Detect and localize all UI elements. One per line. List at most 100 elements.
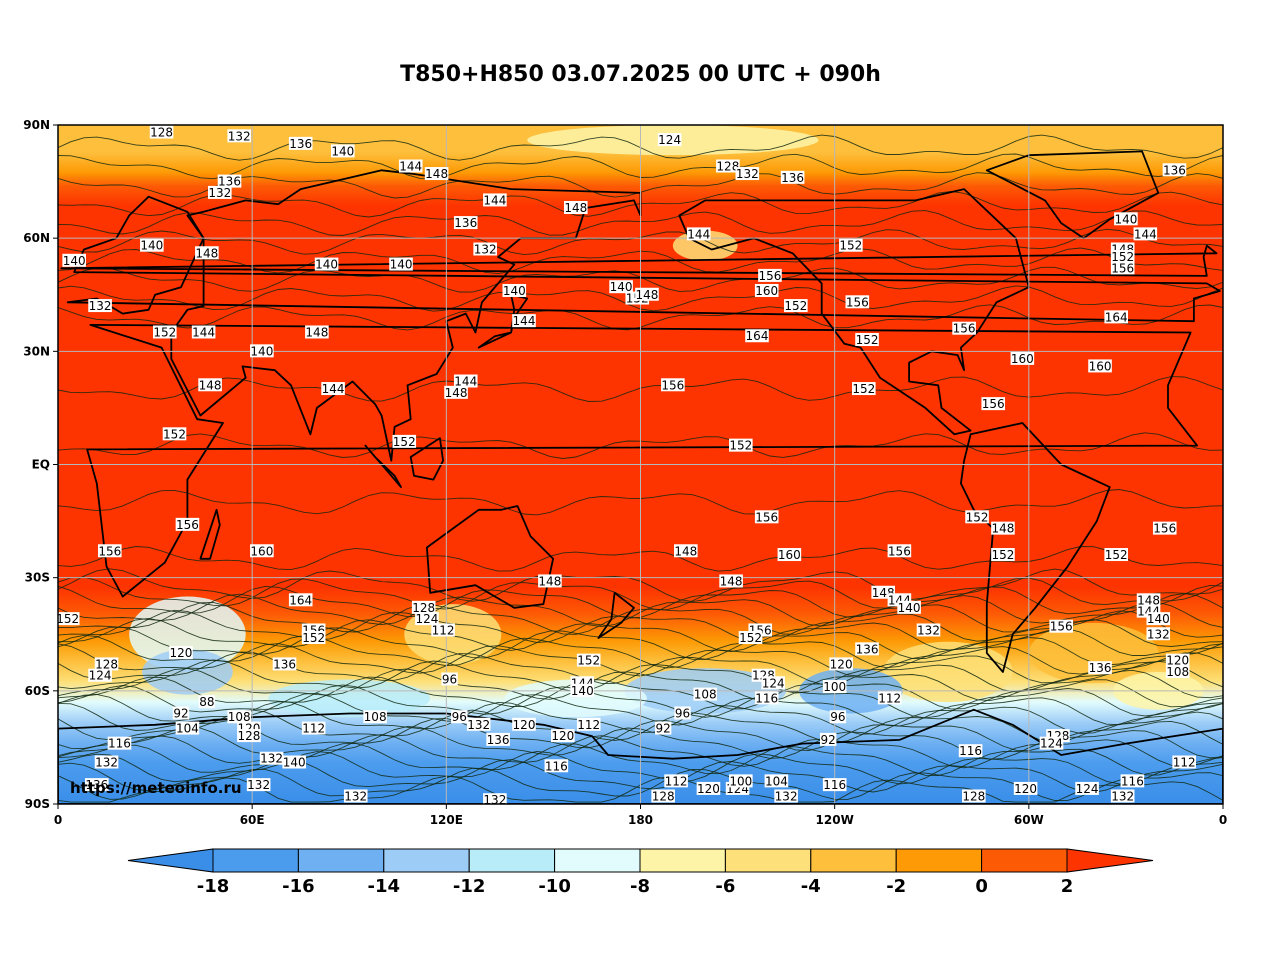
contour-label-bg	[829, 710, 847, 724]
anomaly-blob	[504, 679, 647, 718]
contour-label-bg	[172, 706, 190, 720]
contour-label: 140	[331, 144, 354, 158]
contour-label: 148	[425, 167, 448, 181]
map-title: T850+H850 03.07.2025 00 UTC + 090h	[400, 62, 881, 87]
contour-label-bg	[246, 778, 271, 792]
contour-label-bg	[1152, 521, 1177, 535]
contour-label: 156	[982, 397, 1005, 411]
contour-label: 132	[1111, 789, 1134, 803]
contour-label: 140	[140, 239, 163, 253]
contour-label: 116	[823, 778, 846, 792]
contour-label-bg	[175, 721, 200, 735]
colorbar-label: -2	[886, 876, 906, 897]
contour-label-bg	[745, 329, 769, 343]
colorbar-segment	[212, 848, 299, 873]
colorbar-segment	[639, 848, 726, 873]
contour-label-bg	[1162, 163, 1187, 177]
lat-tick-label: 60N	[23, 231, 50, 245]
source-url[interactable]: https://meteoinfo.ru	[70, 779, 242, 797]
contour-label: 132	[467, 718, 490, 732]
contour-label: 108	[1166, 665, 1189, 679]
colorbar-label: -12	[453, 876, 486, 897]
contour-label-bg	[1110, 789, 1135, 803]
contour-label-bg	[674, 706, 691, 720]
contour-label: 156	[755, 510, 778, 524]
coastline-outline	[86, 324, 1198, 598]
coastline-outline	[170, 169, 642, 462]
contour-label-bg	[85, 778, 109, 792]
contour-label: 132	[474, 242, 497, 256]
contour-label: 140	[390, 258, 413, 272]
contour-label-bg	[473, 242, 497, 256]
contour-label: 132	[736, 167, 759, 181]
contour-label-bg	[97, 544, 122, 558]
colorbar-segment	[724, 848, 812, 873]
contour-label: 140	[283, 756, 306, 770]
lon-tick-label: 0	[54, 813, 62, 827]
contour-label: 140	[571, 684, 594, 698]
contour-label: 152	[56, 612, 79, 626]
contour-label-bg	[486, 732, 510, 746]
contour-label: 116	[959, 744, 982, 758]
contour-label-bg	[62, 253, 86, 267]
contour-label-bg	[330, 144, 355, 158]
contour-label-bg	[877, 691, 902, 705]
contour-label: 156	[661, 378, 684, 392]
contour-label: 148	[1137, 593, 1160, 607]
contour-label-bg	[1088, 359, 1112, 373]
colorbar-segment	[468, 848, 556, 873]
contour-label: 140	[1147, 612, 1170, 626]
contour-label: 124	[89, 669, 112, 683]
contour-label: 140	[63, 254, 86, 268]
contour-label-bg	[314, 257, 339, 271]
contour-label-bg	[754, 283, 779, 297]
contour-label: 116	[755, 691, 778, 705]
contour-label: 132	[1147, 627, 1170, 641]
contour-label-bg	[774, 789, 798, 803]
contour-label: 132	[247, 778, 270, 792]
contour-label: 160	[250, 544, 273, 558]
contour-label-bg	[1114, 212, 1138, 226]
contour-label: 152	[856, 333, 879, 347]
anomaly-blob	[268, 679, 431, 718]
colorbar-label: -14	[368, 876, 401, 897]
contour-label: 136	[1089, 661, 1112, 675]
contour-label: 164	[1105, 310, 1128, 324]
contour-label-bg	[576, 653, 601, 667]
lon-tick-label: 0	[1219, 813, 1227, 827]
contour-label-bg	[822, 680, 847, 694]
contour-label: 136	[856, 642, 879, 656]
contour-label: 96	[442, 673, 457, 687]
contour-label: 124	[1076, 782, 1099, 796]
contour-label: 156	[1050, 620, 1073, 634]
contour-label: 136	[454, 216, 477, 230]
contour-label-bg	[845, 295, 870, 309]
coastline-outline	[678, 188, 1030, 436]
contour-label-bg	[839, 238, 863, 252]
contour-label-bg	[512, 717, 536, 731]
coastline-outline	[199, 508, 221, 560]
lat-tick-label: 60S	[25, 684, 50, 698]
colorbar-segment	[554, 848, 641, 873]
coastline-outline	[960, 422, 1111, 673]
contour-label-bg	[466, 717, 491, 731]
contour-label-bg	[738, 631, 763, 645]
contour-label-bg	[301, 631, 326, 645]
contour-label-bg	[544, 759, 569, 773]
colorbar-label: 0	[975, 876, 988, 897]
contour-label: 148	[720, 574, 743, 588]
contour-label-bg	[441, 672, 458, 686]
contour-label: 144	[1134, 227, 1157, 241]
contour-label: 136	[1163, 163, 1186, 177]
contour-label: 136	[487, 733, 510, 747]
contour-label: 152	[852, 382, 875, 396]
contour-label: 148	[305, 325, 328, 339]
lon-tick-label: 60W	[1014, 813, 1044, 827]
contour-label-bg	[777, 548, 802, 562]
contour-label-bg	[321, 382, 345, 396]
contour-label-bg	[952, 321, 976, 335]
contour-label-bg	[819, 732, 837, 746]
contour-label: 120	[1014, 782, 1037, 796]
contour-label: 132	[260, 752, 283, 766]
